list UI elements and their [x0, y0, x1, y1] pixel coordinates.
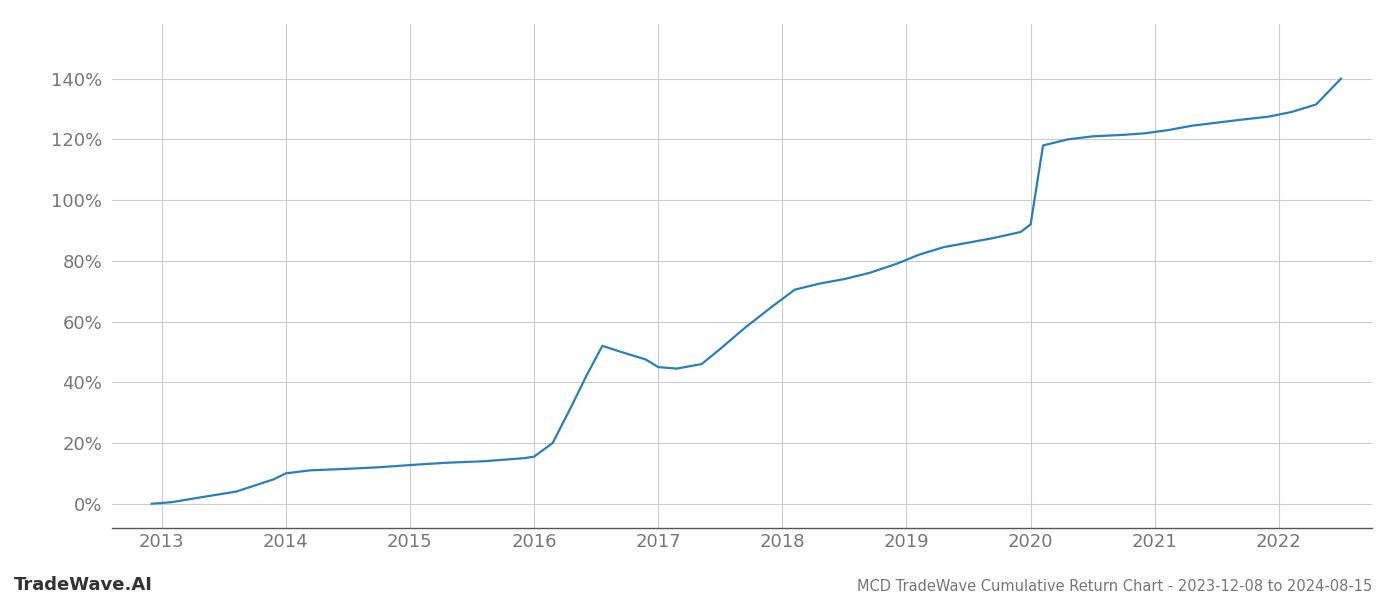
Text: MCD TradeWave Cumulative Return Chart - 2023-12-08 to 2024-08-15: MCD TradeWave Cumulative Return Chart - … [857, 579, 1372, 594]
Text: TradeWave.AI: TradeWave.AI [14, 576, 153, 594]
